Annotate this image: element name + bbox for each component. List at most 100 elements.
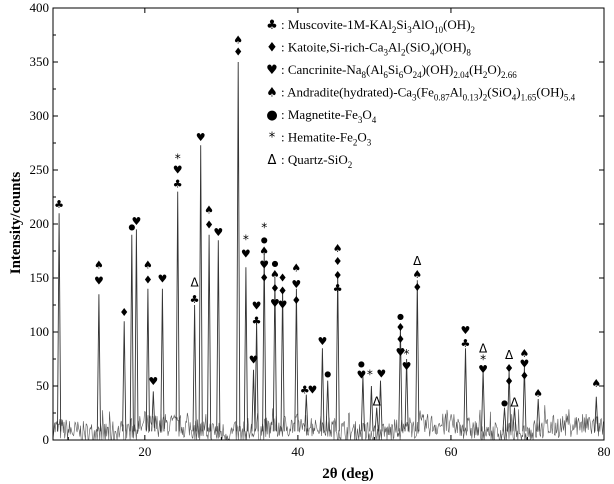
- phase-marker: ♣: [300, 384, 310, 397]
- phase-marker: ♠: [204, 203, 214, 216]
- y-axis-label: Intensity/counts: [8, 172, 24, 275]
- peak: [320, 348, 325, 432]
- phase-marker: ♠: [291, 262, 301, 275]
- phase-marker: *: [243, 233, 249, 247]
- phase-marker: ♠: [519, 347, 529, 360]
- peak: [325, 380, 330, 432]
- phase-marker: ♠: [94, 258, 104, 271]
- peak: [122, 321, 127, 432]
- phase-marker: *: [480, 352, 486, 366]
- peak: [294, 288, 299, 432]
- peak: [404, 358, 409, 432]
- peak: [145, 288, 150, 432]
- phase-marker: ♥: [173, 163, 183, 176]
- phase-marker: *: [175, 152, 181, 166]
- phase-marker: Δ: [373, 395, 382, 409]
- phase-marker: ♥: [478, 363, 488, 376]
- diffraction-peaks: [57, 61, 599, 432]
- peak: [374, 407, 379, 432]
- peak: [304, 394, 309, 432]
- phase-marker: ♦: [204, 218, 214, 231]
- phase-marker: ♦: [119, 306, 129, 319]
- phase-marker: *: [261, 221, 267, 235]
- peak: [207, 234, 212, 432]
- phase-marker: ♥: [395, 346, 405, 359]
- peak: [96, 294, 101, 432]
- phase-marker: ♦: [278, 271, 288, 284]
- phase-marker: ♥: [356, 369, 366, 382]
- peak: [512, 407, 517, 432]
- phase-marker: Δ: [413, 254, 422, 268]
- phase-marker: Δ: [505, 348, 514, 362]
- phase-marker: ♥: [376, 367, 386, 380]
- phase-marker: ♥: [317, 335, 327, 348]
- y-tick-label: 350: [30, 54, 50, 69]
- y-tick-label: 100: [30, 324, 50, 339]
- phase-marker: ♣: [173, 177, 183, 190]
- x-tick-label: 20: [138, 444, 151, 459]
- peak: [463, 348, 468, 432]
- phase-marker: ♥: [270, 297, 280, 310]
- x-tick-label: 40: [291, 444, 304, 459]
- y-tick-label: 50: [36, 378, 49, 393]
- peak: [236, 61, 241, 432]
- phase-marker: ♠: [270, 268, 280, 281]
- legend-entry: : Magnetite-Fe3O4: [281, 107, 377, 125]
- phase-marker: ♣: [54, 198, 64, 211]
- peak: [369, 385, 374, 432]
- peak: [536, 398, 541, 432]
- peak: [378, 380, 383, 432]
- phase-marker: Δ: [190, 276, 199, 290]
- phase-marker: ♦: [333, 269, 343, 282]
- legend-symbol: Δ: [268, 153, 277, 168]
- peak: [522, 366, 527, 432]
- phase-marker: ♦: [278, 284, 288, 297]
- phase-marker: ♦: [291, 294, 301, 307]
- peak: [175, 191, 180, 432]
- legend: ♣: Muscovite-1M-KAl2Si3AlO10(OH)2♦: Kato…: [266, 17, 575, 170]
- phase-marker: ♦: [333, 255, 343, 268]
- peak: [272, 277, 277, 432]
- peak: [57, 213, 62, 432]
- legend-entry: : Andradite(hydrated)-Ca3(Fe0.87Al0.13)2…: [281, 85, 576, 103]
- phase-marker: ♦: [504, 375, 514, 388]
- peak: [216, 240, 221, 432]
- phase-marker: ●: [271, 259, 278, 268]
- peak: [415, 280, 420, 432]
- phase-marker: ♥: [307, 384, 317, 397]
- peak: [502, 407, 507, 432]
- phase-marker: ♥: [291, 278, 301, 291]
- legend-symbol: ♣: [266, 18, 278, 33]
- legend-symbol: ♥: [266, 63, 278, 78]
- peak: [129, 234, 134, 432]
- phase-marker: ♣: [461, 337, 471, 350]
- x-axis: 20 40 60 80: [67, 8, 611, 459]
- peak: [398, 326, 403, 432]
- phase-marker: ♥: [278, 298, 288, 311]
- phase-marker: ♠: [333, 242, 343, 255]
- legend-symbol: *: [269, 131, 276, 146]
- phase-marker: *: [404, 347, 410, 361]
- legend-entry: : Cancrinite-Na8(Al6Si6O24)(OH)2.04(H2O)…: [281, 62, 517, 80]
- phase-marker: ♦: [504, 362, 514, 375]
- background-trace: [52, 405, 604, 441]
- legend-symbol: ●: [266, 108, 277, 123]
- phase-marker: ●: [501, 399, 508, 408]
- phase-marker: ♥: [519, 358, 529, 371]
- peak: [262, 250, 267, 432]
- peak: [251, 369, 256, 432]
- peak: [360, 375, 365, 432]
- legend-entry: : Quartz-SiO2: [281, 152, 352, 170]
- phase-marker: ♦: [395, 321, 405, 334]
- phase-marker: ♦: [233, 46, 243, 59]
- y-tick-label: 400: [30, 0, 50, 15]
- peak: [507, 369, 512, 432]
- diffraction-pattern: [52, 405, 604, 441]
- phase-marker: ♠: [143, 258, 153, 271]
- y-tick-label: 200: [30, 216, 50, 231]
- legend-entry: : Hematite-Fe2O3: [281, 130, 372, 148]
- phase-marker: ♥: [252, 299, 262, 312]
- phase-marker: ♦: [519, 370, 529, 383]
- phase-marker: Δ: [510, 396, 519, 410]
